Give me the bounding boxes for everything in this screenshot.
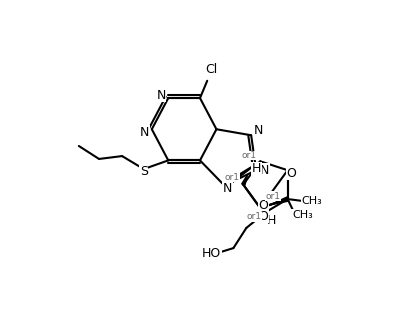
Text: or1: or1 [266,192,281,201]
Text: Cl: Cl [206,63,218,76]
Text: S: S [140,165,148,178]
Text: N: N [223,182,232,195]
Text: O: O [258,210,268,223]
Text: H: H [252,162,261,175]
Text: or1: or1 [247,212,262,221]
Text: N: N [140,126,149,139]
Polygon shape [223,161,260,187]
Text: HO: HO [202,247,221,260]
Text: CH₃: CH₃ [302,196,322,206]
Polygon shape [270,197,288,205]
Polygon shape [242,174,248,185]
Text: H: H [267,215,276,228]
Polygon shape [259,207,264,216]
Text: O: O [259,199,269,212]
Text: CH₃: CH₃ [292,210,313,220]
Text: or1: or1 [241,151,256,160]
Text: or1: or1 [224,173,239,182]
Text: N: N [156,89,166,102]
Text: N: N [254,125,263,138]
Text: N: N [260,164,270,177]
Text: O: O [286,167,296,180]
